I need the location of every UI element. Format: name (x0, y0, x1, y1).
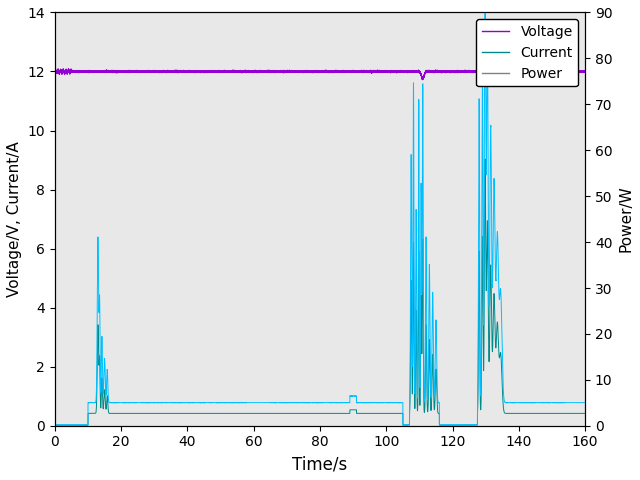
Voltage (69, 69, 77, 75)
Current (253, 410, 261, 416)
Current (69, 422, 77, 428)
Power (508, 400, 516, 406)
Voltage (253, 70, 261, 75)
Current (441, 422, 449, 428)
Current (508, 410, 516, 416)
Current (481, 156, 489, 162)
Voltage (346, 68, 354, 74)
Power (309, 400, 317, 406)
Current (51, 422, 59, 428)
Current (581, 410, 589, 416)
Current (309, 410, 317, 416)
Power (346, 393, 354, 399)
Power (51, 422, 59, 428)
Y-axis label: Power/W: Power/W (618, 186, 633, 252)
Voltage (51, 68, 59, 73)
Voltage (65, 66, 72, 72)
Legend: Voltage, Current, Power: Voltage, Current, Power (476, 19, 578, 86)
Power (253, 400, 261, 406)
Voltage (581, 69, 589, 74)
Voltage (419, 77, 426, 83)
Line: Current: Current (55, 159, 585, 425)
Voltage (309, 68, 317, 73)
Voltage (441, 68, 449, 74)
Power (441, 422, 449, 428)
Power (581, 400, 589, 406)
Line: Power: Power (55, 0, 585, 425)
Power (61, 422, 68, 428)
Power (69, 422, 77, 428)
Line: Voltage: Voltage (55, 69, 585, 80)
X-axis label: Time/s: Time/s (292, 455, 348, 473)
Y-axis label: Voltage/V, Current/A: Voltage/V, Current/A (7, 141, 22, 297)
Current (346, 407, 354, 413)
Voltage (508, 68, 516, 74)
